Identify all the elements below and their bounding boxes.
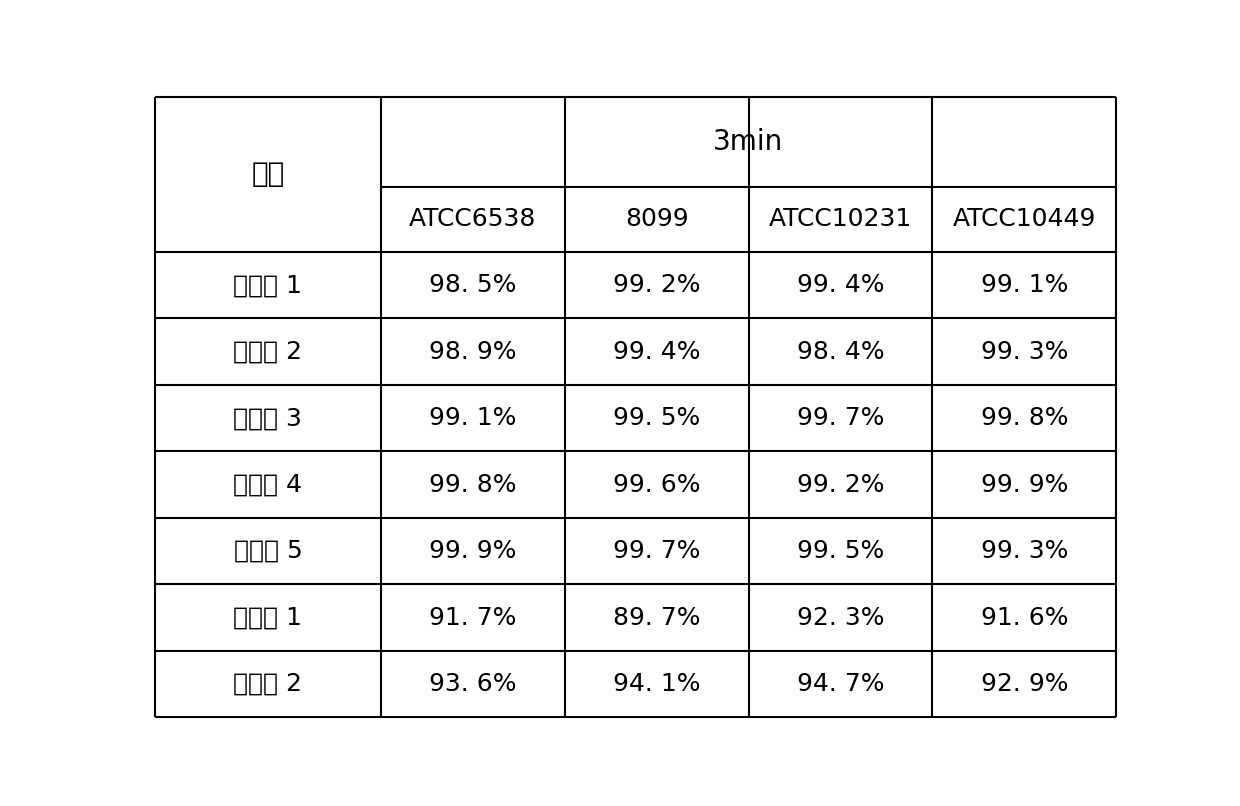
Text: 98. 4%: 98. 4% <box>796 339 884 364</box>
Text: 99. 5%: 99. 5% <box>797 539 884 563</box>
Text: 89. 7%: 89. 7% <box>613 605 701 629</box>
Text: 99. 8%: 99. 8% <box>429 472 517 496</box>
Text: 91. 6%: 91. 6% <box>981 605 1068 629</box>
Text: 94. 7%: 94. 7% <box>796 672 884 696</box>
Text: 99. 4%: 99. 4% <box>796 273 884 297</box>
Text: 8099: 8099 <box>625 207 688 231</box>
Text: 99. 6%: 99. 6% <box>613 472 701 496</box>
Text: 99. 3%: 99. 3% <box>981 539 1068 563</box>
Text: 实施例 4: 实施例 4 <box>233 472 303 496</box>
Text: 实施例 5: 实施例 5 <box>233 539 303 563</box>
Text: 99. 7%: 99. 7% <box>797 406 884 430</box>
Text: 99. 8%: 99. 8% <box>981 406 1068 430</box>
Text: 93. 6%: 93. 6% <box>429 672 517 696</box>
Text: 98. 5%: 98. 5% <box>429 273 516 297</box>
Text: 实施例 1: 实施例 1 <box>233 273 303 297</box>
Text: 实施例 2: 实施例 2 <box>233 339 303 364</box>
Text: 99. 2%: 99. 2% <box>796 472 884 496</box>
Text: 组别: 组别 <box>252 160 284 189</box>
Text: 实施例 3: 实施例 3 <box>233 406 303 430</box>
Text: 对照组 1: 对照组 1 <box>233 605 303 629</box>
Text: 91. 7%: 91. 7% <box>429 605 516 629</box>
Text: 99. 2%: 99. 2% <box>613 273 701 297</box>
Text: 99. 1%: 99. 1% <box>429 406 516 430</box>
Text: ATCC6538: ATCC6538 <box>409 207 537 231</box>
Text: 94. 1%: 94. 1% <box>613 672 701 696</box>
Text: 对照组 2: 对照组 2 <box>233 672 303 696</box>
Text: 99. 3%: 99. 3% <box>981 339 1068 364</box>
Text: 99. 4%: 99. 4% <box>613 339 701 364</box>
Text: 92. 3%: 92. 3% <box>796 605 884 629</box>
Text: 99. 9%: 99. 9% <box>429 539 516 563</box>
Text: ATCC10231: ATCC10231 <box>769 207 913 231</box>
Text: 3min: 3min <box>713 127 784 156</box>
Text: 92. 9%: 92. 9% <box>981 672 1068 696</box>
Text: 99. 1%: 99. 1% <box>981 273 1068 297</box>
Text: ATCC10449: ATCC10449 <box>952 207 1096 231</box>
Text: 99. 9%: 99. 9% <box>981 472 1068 496</box>
Text: 98. 9%: 98. 9% <box>429 339 517 364</box>
Text: 99. 5%: 99. 5% <box>613 406 701 430</box>
Text: 99. 7%: 99. 7% <box>613 539 701 563</box>
